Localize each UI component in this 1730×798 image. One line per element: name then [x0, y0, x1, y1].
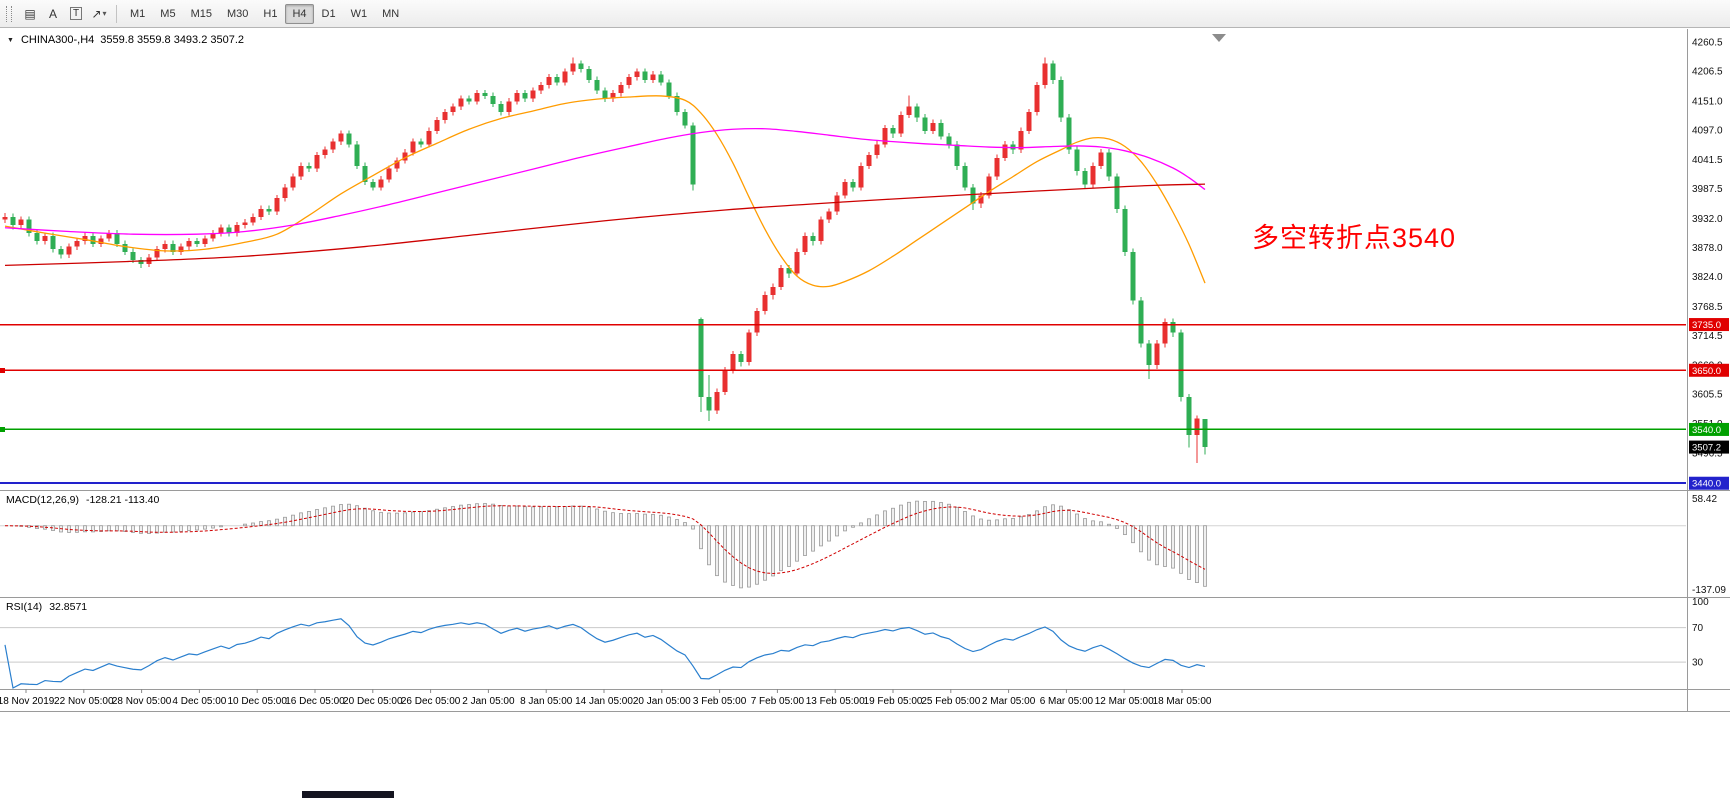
svg-text:18 Nov 2019: 18 Nov 2019: [0, 696, 55, 707]
svg-text:2 Mar 05:00: 2 Mar 05:00: [982, 696, 1036, 707]
svg-text:4041.5: 4041.5: [1692, 155, 1723, 166]
current-price-tag: 3507.2: [1689, 440, 1729, 454]
svg-text:3714.5: 3714.5: [1692, 331, 1723, 342]
rsi-label-row: RSI(14) 32.8571: [6, 601, 87, 613]
label-tool-button[interactable]: T: [65, 4, 87, 24]
svg-text:10 Dec 05:00: 10 Dec 05:00: [227, 696, 287, 707]
tf-button-MN[interactable]: MN: [382, 7, 400, 20]
charts-panel-button[interactable]: ▤: [19, 4, 41, 24]
svg-text:3878.0: 3878.0: [1692, 243, 1723, 254]
svg-text:3932.0: 3932.0: [1692, 214, 1723, 225]
svg-text:3650.0: 3650.0: [1692, 366, 1721, 377]
price-axis: 4260.5 4206.5 4151.0 4097.0 4041.5 3987.5 3932…: [1692, 37, 1723, 488]
svg-text:22 Nov 05:00: 22 Nov 05:00: [54, 696, 114, 707]
svg-text:18 Mar 05:00: 18 Mar 05:00: [1153, 696, 1212, 707]
rsi-pane: 100 70 30: [0, 597, 1709, 689]
tf-button-M30[interactable]: M30: [226, 7, 249, 20]
tf-button-H4[interactable]: H4: [285, 3, 314, 24]
chart-symbol-title: CHINA300-,H4: [20, 34, 95, 46]
toolbar-separator: [116, 4, 117, 23]
svg-text:13 Feb 05:00: 13 Feb 05:00: [806, 696, 865, 707]
arrow-shape-icon: ↗: [91, 6, 102, 21]
price-tag-3735.0: 3735.0: [1689, 318, 1729, 332]
horizontal-lines[interactable]: [0, 323, 1686, 485]
svg-text:100: 100: [1692, 597, 1709, 608]
tf-button-H1[interactable]: H1: [263, 7, 278, 20]
price-tag-3540.0: 3540.0: [1689, 422, 1729, 436]
svg-text:4 Dec 05:00: 4 Dec 05:00: [172, 696, 226, 707]
rsi-value: 32.8571: [49, 601, 88, 613]
svg-text:3496.5: 3496.5: [1692, 448, 1723, 459]
svg-text:4206.5: 4206.5: [1692, 66, 1723, 77]
svg-text:3 Feb 05:00: 3 Feb 05:00: [693, 696, 747, 707]
macd-pane: 58.42 -137.09: [0, 494, 1726, 596]
svg-text:12 Mar 05:00: 12 Mar 05:00: [1095, 696, 1154, 707]
tf-button-D1[interactable]: D1: [321, 7, 336, 20]
svg-text:3768.5: 3768.5: [1692, 302, 1723, 313]
candlestick-series: [2, 57, 1208, 463]
svg-text:58.42: 58.42: [1692, 494, 1717, 505]
svg-text:6 Mar 05:00: 6 Mar 05:00: [1040, 696, 1094, 707]
timeframe-group: M1 M5 M15 M30 H1 H4 D1 W1 MN: [123, 3, 406, 24]
svg-text:4097.0: 4097.0: [1692, 125, 1723, 136]
chevron-down-icon: ▾: [102, 9, 107, 18]
chart-collapse-icon[interactable]: ▼: [7, 36, 14, 44]
macd-values: -128.21 -113.40: [85, 494, 160, 506]
svg-text:70: 70: [1692, 623, 1704, 634]
svg-text:3735.0: 3735.0: [1692, 320, 1721, 331]
svg-text:14 Jan 05:00: 14 Jan 05:00: [575, 696, 633, 707]
price-tag-3650.0: 3650.0: [1689, 363, 1729, 377]
svg-text:16 Dec 05:00: 16 Dec 05:00: [285, 696, 345, 707]
annotation-text[interactable]: 多空转折点3540: [1252, 223, 1457, 253]
tf-button-M5[interactable]: M5: [160, 7, 176, 20]
svg-text:26 Dec 05:00: 26 Dec 05:00: [401, 696, 461, 707]
toolbar-grip[interactable]: [6, 5, 12, 22]
svg-text:28 Nov 05:00: 28 Nov 05:00: [112, 696, 172, 707]
svg-text:30: 30: [1692, 658, 1704, 669]
svg-text:3507.2: 3507.2: [1692, 443, 1721, 454]
svg-text:20 Dec 05:00: 20 Dec 05:00: [343, 696, 403, 707]
tf-button-W1[interactable]: W1: [350, 7, 368, 20]
svg-text:4151.0: 4151.0: [1692, 96, 1723, 107]
ma-line-mid: [4, 127, 1206, 236]
svg-text:7 Feb 05:00: 7 Feb 05:00: [751, 696, 805, 707]
ma-line-slow: [4, 183, 1206, 267]
svg-text:3987.5: 3987.5: [1692, 184, 1723, 195]
toolbar: ▤ A T ↗ ▾ M1 M5 M15 M30 H1 H4 D1 W1 MN: [0, 0, 1730, 28]
tf-button-M15[interactable]: M15: [190, 7, 212, 20]
svg-text:3440.0: 3440.0: [1692, 479, 1721, 490]
ma-line-fast: [4, 95, 1206, 288]
chart-ohlc-readout: 3559.8 3559.8 3493.2 3507.2: [100, 34, 245, 46]
arrows-tool-button[interactable]: ↗ ▾: [88, 4, 110, 24]
svg-text:3605.5: 3605.5: [1692, 390, 1723, 401]
svg-text:19 Feb 05:00: 19 Feb 05:00: [864, 696, 923, 707]
chart-title-row: ▼ CHINA300-,H4 3559.8 3559.8 3493.2 3507…: [7, 34, 244, 46]
svg-text:3540.0: 3540.0: [1692, 425, 1721, 436]
svg-text:4260.5: 4260.5: [1692, 37, 1723, 48]
macd-label-row: MACD(12,26,9) -128.21 -113.40: [6, 494, 159, 506]
svg-text:25 Feb 05:00: 25 Feb 05:00: [921, 696, 980, 707]
macd-name: MACD(12,26,9): [6, 494, 79, 506]
chart-shift-icon[interactable]: [1212, 34, 1226, 42]
svg-text:3824.0: 3824.0: [1692, 272, 1723, 283]
tf-button-M1[interactable]: M1: [130, 7, 146, 20]
charts-panel-icon: ▤: [24, 6, 36, 21]
label-tool-icon: T: [69, 7, 83, 20]
price-tag-3440.0: 3440.0: [1689, 476, 1729, 490]
panel-frame: [0, 29, 1730, 712]
svg-text:-137.09: -137.09: [1692, 585, 1726, 596]
rsi-name: RSI(14): [6, 601, 43, 613]
svg-text:8 Jan 05:00: 8 Jan 05:00: [520, 696, 573, 707]
svg-text:2 Jan 05:00: 2 Jan 05:00: [462, 696, 515, 707]
text-tool-button[interactable]: A: [48, 6, 57, 21]
taskbar-fragment: [302, 791, 394, 798]
svg-text:20 Jan 05:00: 20 Jan 05:00: [633, 696, 691, 707]
